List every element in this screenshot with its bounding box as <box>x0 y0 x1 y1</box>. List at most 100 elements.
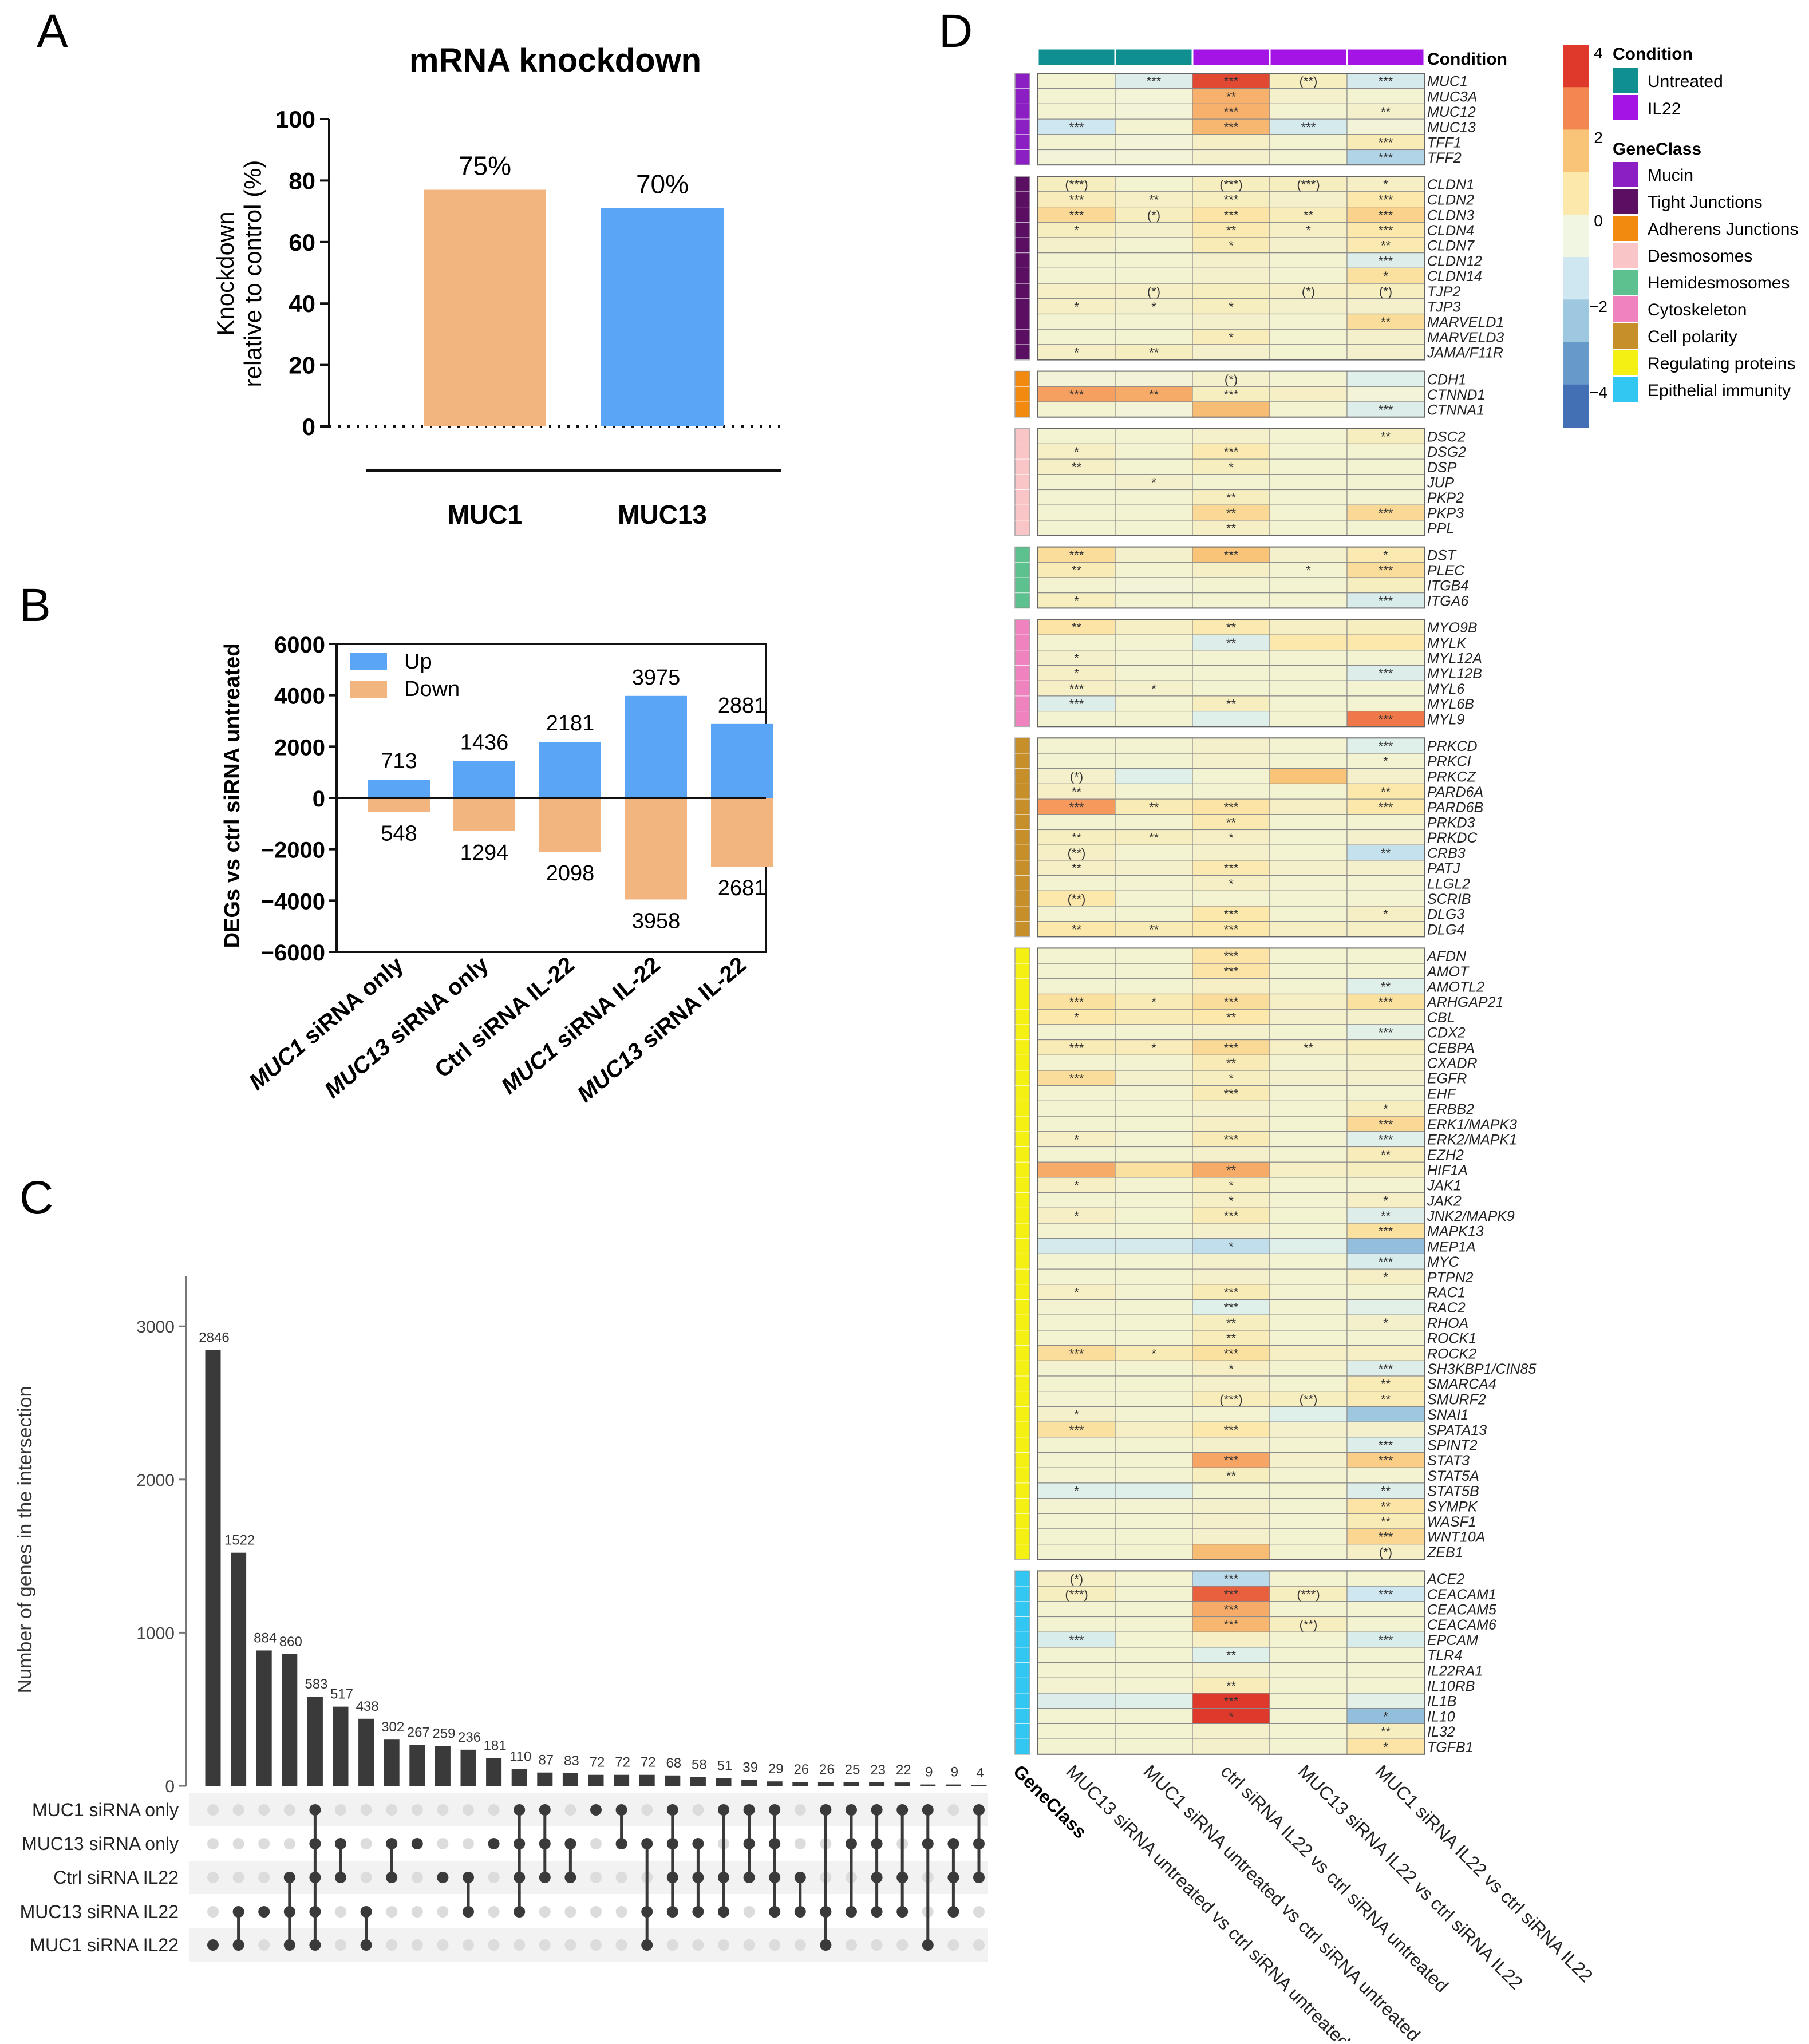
significance-label: *** <box>1301 120 1316 135</box>
heatmap-cell <box>1269 1116 1348 1132</box>
y-tick-label: 0 <box>165 1777 175 1796</box>
legend-swatch-down <box>350 681 387 698</box>
significance-label: *** <box>1069 193 1084 207</box>
intersection-count-label: 87 <box>538 1753 554 1768</box>
heatmap-cell <box>1269 1482 1348 1499</box>
heatmap-cell <box>1037 577 1116 594</box>
matrix-dot-inactive <box>411 1872 423 1883</box>
gene-label: SYMPK <box>1427 1499 1478 1515</box>
gene-label: WNT10A <box>1427 1529 1485 1545</box>
intersection-bar <box>665 1775 681 1786</box>
heatmap-cell <box>1115 798 1193 815</box>
y-axis-label-line2: relative to control (%) <box>239 160 266 388</box>
heatmap-cell <box>1269 1544 1348 1560</box>
heatmap-cell <box>1346 680 1425 697</box>
gene-label: EZH2 <box>1427 1147 1464 1163</box>
significance-label: ** <box>1226 1648 1237 1663</box>
condition-cell <box>1037 48 1116 67</box>
intersection-bar <box>205 1350 221 1786</box>
gene-label: PRKDC <box>1427 830 1478 846</box>
heatmap-cell <box>1115 1100 1193 1117</box>
panel-c: 0 1000 2000 3000 Number of genes in the inte… <box>14 1276 988 1962</box>
significance-label: * <box>1074 1133 1079 1147</box>
intersection-count-label: 181 <box>484 1738 507 1754</box>
matrix-dot-inactive <box>335 1906 346 1918</box>
set-label: MUC1 siRNA IL22 <box>30 1935 179 1955</box>
heatmap-cell <box>1269 1498 1348 1514</box>
significance-label: (**) <box>1300 1618 1318 1632</box>
heatmap-cell <box>1037 443 1116 460</box>
heatmap-cell <box>1269 665 1348 681</box>
heatmap-cell <box>1115 1314 1193 1331</box>
heatmap-cell <box>1346 875 1425 891</box>
geneclass-cell-divider <box>1014 149 1030 165</box>
heatmap-cell <box>1269 1677 1348 1694</box>
heatmap-cell <box>1346 474 1425 491</box>
heatmap-cell <box>1037 298 1116 315</box>
gene-label: JNK2/MAPK9 <box>1427 1208 1515 1224</box>
significance-label: *** <box>1224 1041 1239 1055</box>
matrix-dot-inactive <box>743 1906 755 1918</box>
heatmap-cell <box>1346 88 1425 104</box>
heatmap-cell <box>1037 267 1116 284</box>
significance-label: *** <box>1224 1618 1239 1632</box>
intersection-count-label: 236 <box>458 1730 481 1745</box>
intersection-bar <box>231 1552 247 1786</box>
heatmap-cell <box>1115 993 1193 1010</box>
gene-label: CEACAM1 <box>1427 1587 1496 1603</box>
intersection-bar <box>716 1778 732 1786</box>
heatmap-cell <box>1269 1253 1348 1270</box>
intersection-count-label: 68 <box>666 1756 681 1771</box>
gene-label: PRKD3 <box>1427 815 1475 831</box>
gene-label: CLDN7 <box>1427 238 1475 254</box>
heatmap-cell <box>1269 252 1348 269</box>
significance-label: * <box>1229 1239 1234 1254</box>
heatmap-cell <box>1037 1314 1116 1331</box>
heatmap-cell <box>1192 562 1270 578</box>
significance-label: *** <box>1069 1423 1084 1437</box>
significance-label: *** <box>1379 403 1393 417</box>
matrix-dot-inactive <box>411 1906 423 1918</box>
heatmap-cell <box>1192 665 1270 681</box>
heatmap-cell <box>1192 176 1270 192</box>
heatmap-cell <box>1037 1544 1116 1560</box>
heatmap-cell <box>1269 1085 1348 1101</box>
scale-swatch <box>1563 172 1589 215</box>
gene-label: PRKCD <box>1427 738 1478 754</box>
significance-label: *** <box>1147 74 1162 89</box>
heatmap-cell <box>1269 963 1348 979</box>
significance-label: * <box>1229 1072 1234 1086</box>
significance-label: (**) <box>1068 892 1086 906</box>
matrix-dot-inactive <box>590 1906 602 1918</box>
y-axis-label-line1: Knockdown <box>212 211 239 335</box>
y-axis-label: Number of genes in the intersection <box>14 1386 36 1694</box>
y-tick-label: 6000 <box>274 632 325 658</box>
geneclass-cell-divider <box>1014 592 1030 608</box>
significance-label: ** <box>1381 1499 1391 1513</box>
intersection-count-label: 72 <box>590 1755 605 1770</box>
heatmap-cell <box>1037 313 1116 330</box>
bar-up <box>539 742 601 798</box>
heatmap-cell <box>1115 1253 1193 1270</box>
gene-label: STAT5A <box>1427 1468 1479 1484</box>
bar-up <box>625 695 687 798</box>
matrix-dot-inactive <box>207 1906 219 1918</box>
significance-label: ** <box>1072 831 1082 845</box>
heatmap-cell <box>1269 1268 1348 1285</box>
heatmap-cell <box>1037 1223 1116 1239</box>
heatmap-cell <box>1037 1616 1116 1632</box>
category-rest: Ctrl siRNA IL-22 <box>430 952 579 1082</box>
heatmap-cell <box>1346 978 1425 995</box>
significance-label: ** <box>1381 980 1391 994</box>
heatmap-cell <box>1115 88 1193 104</box>
matrix-dot-inactive <box>386 1804 398 1816</box>
heatmap-cell <box>1115 1631 1193 1648</box>
heatmap-cell <box>1269 978 1348 995</box>
heatmap-cell <box>1115 1647 1193 1663</box>
significance-label: *** <box>1224 1603 1239 1617</box>
heatmap-cell <box>1269 1570 1348 1587</box>
matrix-dot-inactive <box>411 1939 423 1951</box>
heatmap-cell <box>1269 1299 1348 1315</box>
heatmap-cell <box>1346 619 1425 635</box>
intersection-bar <box>460 1749 476 1786</box>
